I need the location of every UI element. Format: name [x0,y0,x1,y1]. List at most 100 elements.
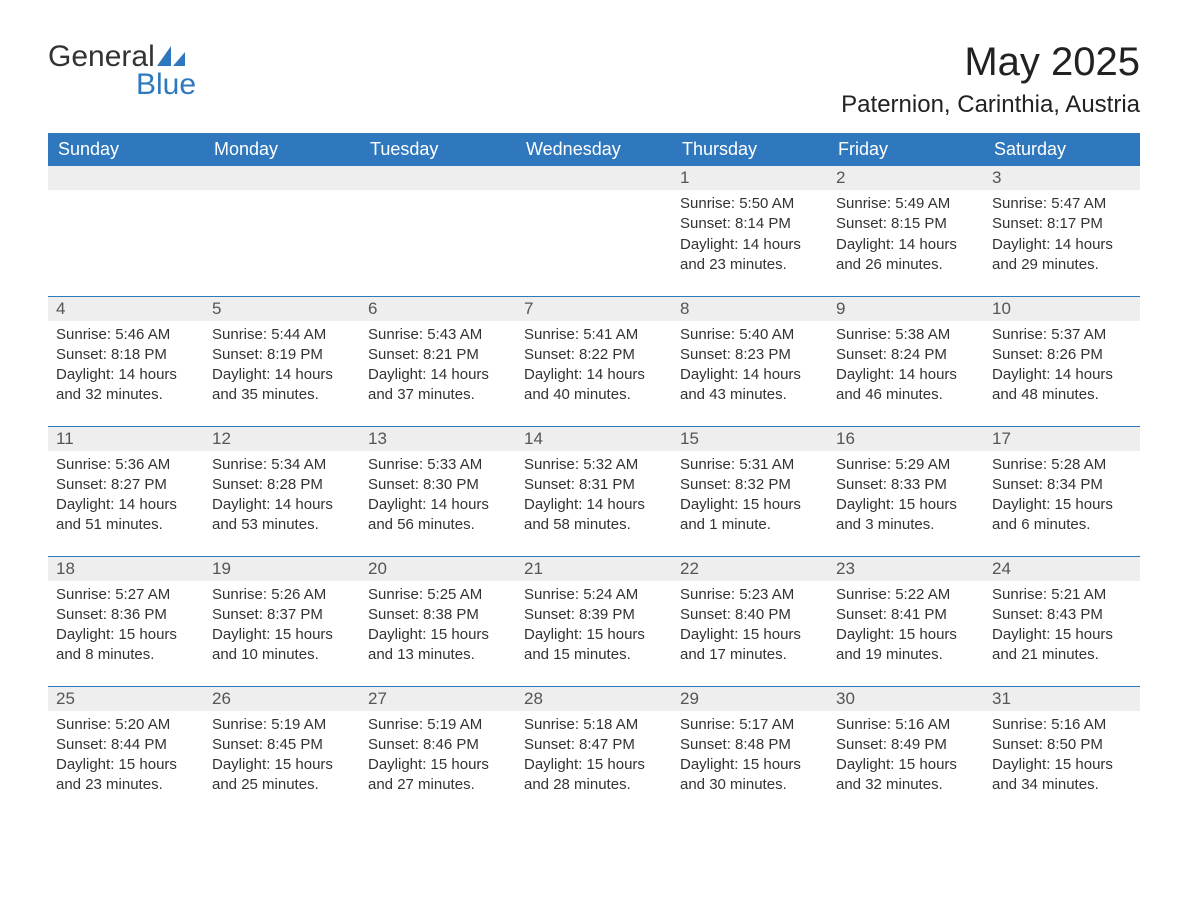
calendar-day-cell: 7Sunrise: 5:41 AMSunset: 8:22 PMDaylight… [516,296,672,426]
day-number: 18 [48,557,204,581]
sunrise-line: Sunrise: 5:16 AM [992,715,1132,735]
header: General Blue May 2025 Paternion, Carinth… [48,40,1140,119]
calendar-week-row: 11Sunrise: 5:36 AMSunset: 8:27 PMDayligh… [48,426,1140,556]
sunset-line: Sunset: 8:33 PM [836,475,976,495]
daylight-line: Daylight: 14 hours and 37 minutes. [368,365,508,406]
day-number: 29 [672,687,828,711]
calendar-day-cell: 30Sunrise: 5:16 AMSunset: 8:49 PMDayligh… [828,686,984,816]
sunrise-line: Sunrise: 5:24 AM [524,585,664,605]
sunset-line: Sunset: 8:23 PM [680,345,820,365]
daylight-line: Daylight: 14 hours and 26 minutes. [836,235,976,276]
sunrise-line: Sunrise: 5:40 AM [680,325,820,345]
daylight-line: Daylight: 14 hours and 35 minutes. [212,365,352,406]
sunset-line: Sunset: 8:28 PM [212,475,352,495]
day-number: 11 [48,427,204,451]
calendar-day-cell: 27Sunrise: 5:19 AMSunset: 8:46 PMDayligh… [360,686,516,816]
daylight-line: Daylight: 14 hours and 29 minutes. [992,235,1132,276]
sunset-line: Sunset: 8:39 PM [524,605,664,625]
sunset-line: Sunset: 8:41 PM [836,605,976,625]
weekday-header: Sunday [48,133,204,166]
sunset-line: Sunset: 8:31 PM [524,475,664,495]
day-details: Sunrise: 5:44 AMSunset: 8:19 PMDaylight:… [204,321,360,414]
sunset-line: Sunset: 8:46 PM [368,735,508,755]
sunrise-line: Sunrise: 5:38 AM [836,325,976,345]
day-details: Sunrise: 5:28 AMSunset: 8:34 PMDaylight:… [984,451,1140,544]
sunset-line: Sunset: 8:45 PM [212,735,352,755]
day-details: Sunrise: 5:17 AMSunset: 8:48 PMDaylight:… [672,711,828,804]
sunset-line: Sunset: 8:40 PM [680,605,820,625]
daylight-line: Daylight: 15 hours and 15 minutes. [524,625,664,666]
sunset-line: Sunset: 8:26 PM [992,345,1132,365]
daylight-line: Daylight: 15 hours and 6 minutes. [992,495,1132,536]
calendar-day-cell: 4Sunrise: 5:46 AMSunset: 8:18 PMDaylight… [48,296,204,426]
daylight-line: Daylight: 15 hours and 3 minutes. [836,495,976,536]
sunrise-line: Sunrise: 5:22 AM [836,585,976,605]
day-number: 26 [204,687,360,711]
day-number: 1 [672,166,828,190]
sunset-line: Sunset: 8:30 PM [368,475,508,495]
day-details: Sunrise: 5:50 AMSunset: 8:14 PMDaylight:… [672,190,828,283]
day-number: 16 [828,427,984,451]
sunrise-line: Sunrise: 5:28 AM [992,455,1132,475]
weekday-header: Tuesday [360,133,516,166]
daylight-line: Daylight: 15 hours and 13 minutes. [368,625,508,666]
sunset-line: Sunset: 8:22 PM [524,345,664,365]
calendar-day-cell: 15Sunrise: 5:31 AMSunset: 8:32 PMDayligh… [672,426,828,556]
calendar-day-cell: 6Sunrise: 5:43 AMSunset: 8:21 PMDaylight… [360,296,516,426]
sunset-line: Sunset: 8:27 PM [56,475,196,495]
sunset-line: Sunset: 8:50 PM [992,735,1132,755]
month-title: May 2025 [841,40,1140,85]
sunset-line: Sunset: 8:32 PM [680,475,820,495]
day-number: 17 [984,427,1140,451]
calendar-day-cell: 8Sunrise: 5:40 AMSunset: 8:23 PMDaylight… [672,296,828,426]
day-number: 4 [48,297,204,321]
sunset-line: Sunset: 8:37 PM [212,605,352,625]
calendar-day-cell [204,166,360,296]
sunrise-line: Sunrise: 5:31 AM [680,455,820,475]
brand-logo: General Blue [48,40,196,102]
day-number: 8 [672,297,828,321]
day-number: 2 [828,166,984,190]
day-number: 25 [48,687,204,711]
sunrise-line: Sunrise: 5:50 AM [680,194,820,214]
sunrise-line: Sunrise: 5:16 AM [836,715,976,735]
calendar-day-cell: 3Sunrise: 5:47 AMSunset: 8:17 PMDaylight… [984,166,1140,296]
sunrise-line: Sunrise: 5:44 AM [212,325,352,345]
sunset-line: Sunset: 8:24 PM [836,345,976,365]
day-details: Sunrise: 5:34 AMSunset: 8:28 PMDaylight:… [204,451,360,544]
sunrise-line: Sunrise: 5:34 AM [212,455,352,475]
day-number: 15 [672,427,828,451]
sunset-line: Sunset: 8:47 PM [524,735,664,755]
day-details: Sunrise: 5:16 AMSunset: 8:50 PMDaylight:… [984,711,1140,804]
day-number: 31 [984,687,1140,711]
sunset-line: Sunset: 8:18 PM [56,345,196,365]
sunset-line: Sunset: 8:17 PM [992,214,1132,234]
day-details: Sunrise: 5:21 AMSunset: 8:43 PMDaylight:… [984,581,1140,674]
daylight-line: Daylight: 14 hours and 51 minutes. [56,495,196,536]
day-details: Sunrise: 5:27 AMSunset: 8:36 PMDaylight:… [48,581,204,674]
calendar-day-cell: 10Sunrise: 5:37 AMSunset: 8:26 PMDayligh… [984,296,1140,426]
weekday-header: Saturday [984,133,1140,166]
day-details: Sunrise: 5:23 AMSunset: 8:40 PMDaylight:… [672,581,828,674]
day-number: 28 [516,687,672,711]
calendar-day-cell: 14Sunrise: 5:32 AMSunset: 8:31 PMDayligh… [516,426,672,556]
daylight-line: Daylight: 15 hours and 23 minutes. [56,755,196,796]
daylight-line: Daylight: 15 hours and 30 minutes. [680,755,820,796]
day-details: Sunrise: 5:38 AMSunset: 8:24 PMDaylight:… [828,321,984,414]
brand-word-2: Blue [136,68,196,102]
day-details: Sunrise: 5:25 AMSunset: 8:38 PMDaylight:… [360,581,516,674]
calendar-day-cell: 21Sunrise: 5:24 AMSunset: 8:39 PMDayligh… [516,556,672,686]
day-number: 10 [984,297,1140,321]
calendar-day-cell: 1Sunrise: 5:50 AMSunset: 8:14 PMDaylight… [672,166,828,296]
calendar-day-cell: 20Sunrise: 5:25 AMSunset: 8:38 PMDayligh… [360,556,516,686]
day-details: Sunrise: 5:36 AMSunset: 8:27 PMDaylight:… [48,451,204,544]
day-details: Sunrise: 5:47 AMSunset: 8:17 PMDaylight:… [984,190,1140,283]
day-details: Sunrise: 5:46 AMSunset: 8:18 PMDaylight:… [48,321,204,414]
calendar-day-cell: 13Sunrise: 5:33 AMSunset: 8:30 PMDayligh… [360,426,516,556]
sunset-line: Sunset: 8:34 PM [992,475,1132,495]
calendar-day-cell: 28Sunrise: 5:18 AMSunset: 8:47 PMDayligh… [516,686,672,816]
sunrise-line: Sunrise: 5:43 AM [368,325,508,345]
daylight-line: Daylight: 15 hours and 19 minutes. [836,625,976,666]
sunset-line: Sunset: 8:19 PM [212,345,352,365]
sail-icon [157,46,187,66]
